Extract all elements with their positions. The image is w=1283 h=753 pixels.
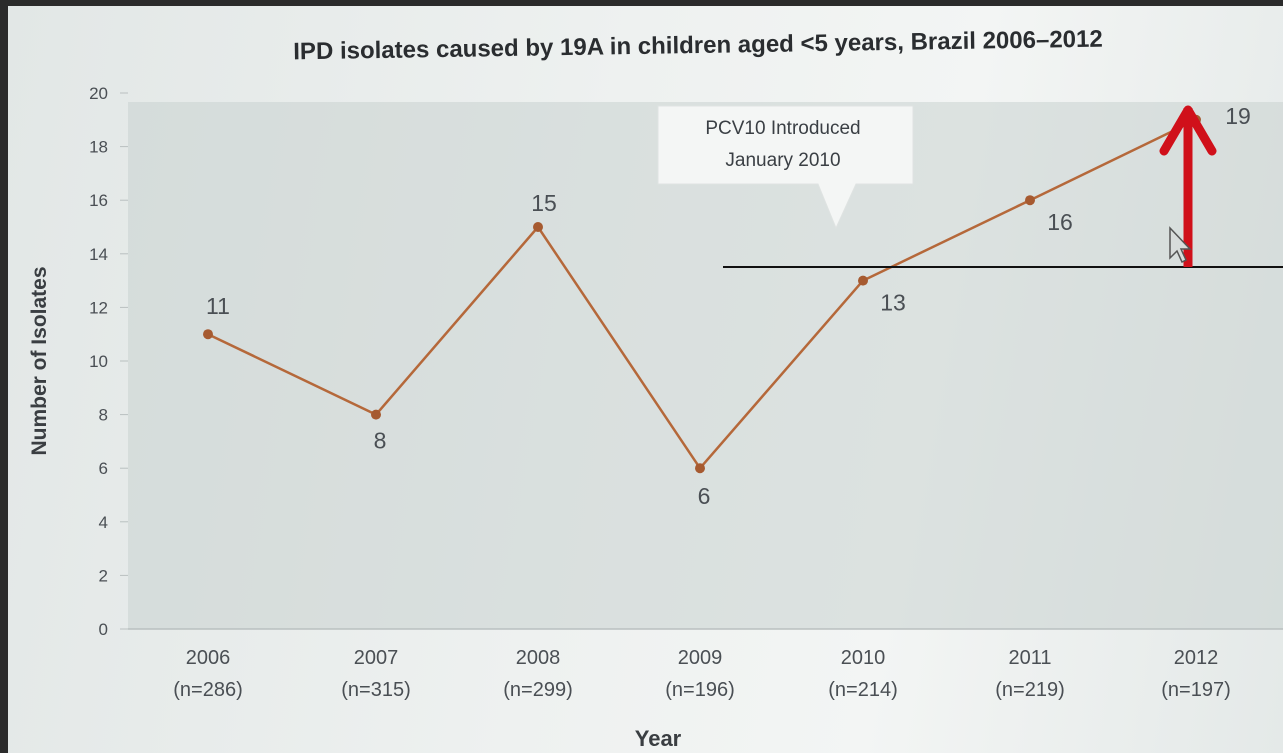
annotation-callout: PCV10 Introduced January 2010 bbox=[657, 105, 914, 230]
x-category-group: 2006 (n=286) 2007 (n=315) 2008 (n=299) 2009 (n=… bbox=[173, 647, 1231, 701]
data-label: 11 bbox=[206, 293, 230, 319]
y-tick-label: 12 bbox=[89, 298, 108, 317]
x-category-sublabel: (n=196) bbox=[665, 679, 735, 701]
chart-svg: 0 2 4 6 8 10 12 14 16 18 20 2006 (n=286) 2007 (n=315)… bbox=[89, 84, 1283, 701]
red-arrow-head bbox=[1159, 105, 1217, 156]
y-tick-label: 14 bbox=[89, 245, 108, 264]
x-axis-label: Year bbox=[634, 726, 682, 751]
data-point bbox=[371, 409, 381, 420]
y-tick-label: 20 bbox=[89, 84, 108, 103]
slide: IPD isolates caused by 19A in children a… bbox=[8, 6, 1283, 753]
callout-line2: January 2010 bbox=[725, 150, 840, 171]
x-category-label: 2010 bbox=[841, 647, 886, 669]
callout-line1: PCV10 Introduced bbox=[705, 118, 860, 139]
data-label: 16 bbox=[1047, 209, 1073, 235]
y-tick-label: 2 bbox=[99, 566, 108, 585]
x-category-label: 2006 bbox=[186, 647, 231, 669]
x-category-sublabel: (n=299) bbox=[503, 679, 573, 701]
data-point bbox=[858, 275, 868, 286]
y-tick-label: 6 bbox=[99, 459, 108, 478]
series-group: 11 8 15 6 13 16 19 bbox=[203, 103, 1251, 509]
x-category-label: 2012 bbox=[1174, 647, 1219, 669]
y-tick-label: 0 bbox=[99, 620, 108, 639]
y-tick-label: 18 bbox=[89, 138, 108, 157]
data-label: 15 bbox=[531, 190, 557, 216]
y-tick-group: 0 2 4 6 8 10 12 14 16 18 20 bbox=[89, 84, 128, 639]
x-category-label: 2007 bbox=[354, 647, 399, 669]
data-point bbox=[203, 329, 213, 340]
red-arrow bbox=[1159, 105, 1217, 267]
data-label: 6 bbox=[698, 483, 711, 509]
data-label: 8 bbox=[374, 428, 387, 454]
data-point bbox=[1025, 195, 1035, 206]
x-category-sublabel: (n=286) bbox=[173, 679, 243, 701]
data-point bbox=[695, 463, 705, 474]
x-category-label: 2008 bbox=[516, 647, 561, 669]
x-category-sublabel: (n=214) bbox=[828, 679, 898, 701]
x-category-label: 2011 bbox=[1008, 647, 1051, 669]
y-tick-label: 16 bbox=[89, 191, 108, 210]
callout-box bbox=[657, 105, 914, 230]
data-label: 13 bbox=[880, 290, 906, 316]
plot-area bbox=[128, 102, 1283, 629]
y-tick-label: 10 bbox=[89, 352, 108, 371]
data-point bbox=[533, 222, 543, 232]
y-tick-label: 4 bbox=[99, 513, 108, 532]
x-category-sublabel: (n=219) bbox=[995, 679, 1065, 701]
x-category-sublabel: (n=315) bbox=[341, 679, 411, 701]
x-category-sublabel: (n=197) bbox=[1161, 679, 1231, 701]
data-label: 19 bbox=[1225, 103, 1251, 129]
y-tick-label: 8 bbox=[99, 406, 108, 425]
mouse-cursor-icon bbox=[1169, 226, 1192, 264]
x-category-label: 2009 bbox=[678, 647, 723, 669]
